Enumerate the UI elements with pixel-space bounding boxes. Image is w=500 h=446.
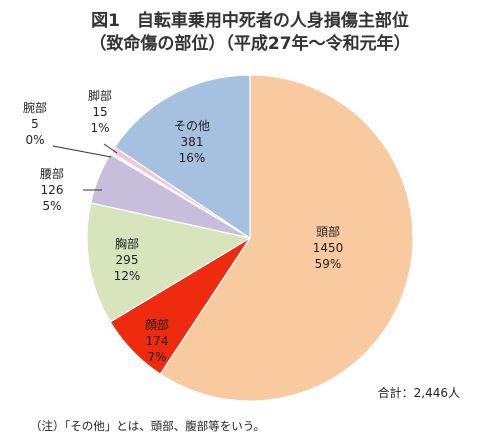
slice-label-4: 腕部 5 0%	[23, 100, 47, 147]
pie-slice-6	[113, 74, 251, 240]
leader-line-4	[52, 145, 112, 158]
slice-label-6: その他 381 16%	[174, 119, 210, 165]
pie-slice-2	[86, 202, 252, 323]
slice-label-5: 脚部 15 1%	[88, 88, 112, 135]
leader-line-5	[103, 143, 118, 154]
footnote: （注）「その他」とは、頭部、腹部等をいう。	[30, 419, 266, 433]
pie-slice-0	[159, 74, 414, 402]
slice-label-0: 頭部 1450 59%	[313, 224, 344, 271]
slice-label-2: 胸部 295 12%	[114, 236, 141, 283]
slice-label-1: 顔部 174 7%	[145, 317, 169, 364]
chart-subtitle: （致命傷の部位）（平成27年～令和元年）	[89, 34, 411, 54]
slice-label-3: 腰部 126 5%	[40, 166, 64, 213]
total-label: 合計：2,446人	[377, 386, 460, 400]
chart-title: 図1 自転車乗用中死者の人身損傷主部位	[91, 11, 409, 31]
